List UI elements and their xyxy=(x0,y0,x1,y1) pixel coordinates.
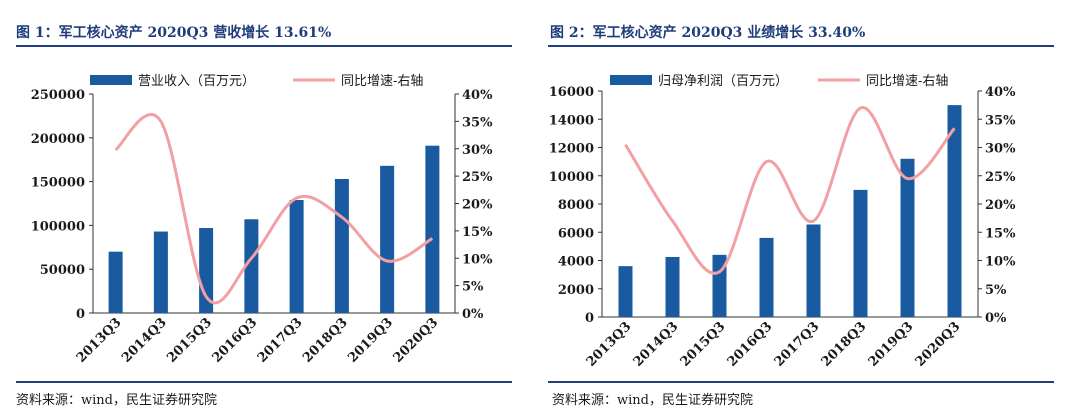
y-tick-label-right: 20% xyxy=(985,198,1016,213)
bar xyxy=(806,224,821,317)
x-tick-label: 2020Q3 xyxy=(913,319,964,370)
y-tick-label-right: 10% xyxy=(985,255,1016,270)
y-tick-label-left: 50000 xyxy=(40,263,85,278)
y-tick-label-right: 25% xyxy=(985,170,1016,185)
x-tick-label: 2016Q3 xyxy=(725,319,776,370)
y-tick-label-right: 5% xyxy=(462,280,484,295)
x-tick-label: 2017Q3 xyxy=(772,319,823,370)
y-tick-label-left: 14000 xyxy=(549,113,594,128)
x-tick-label: 2018Q3 xyxy=(300,315,351,366)
chart-panel-profit: 图 2：军工核心资产 2020Q3 业绩增长 33.40% 0 2000 4000 6… xyxy=(540,0,1065,417)
revenue-chart: 0 50000 100000 150000 200000 250000 0% 5% 10% 15%… xyxy=(31,74,493,366)
legend-line-label: 同比增速-右轴 xyxy=(866,74,948,89)
y-tick-label-left: 2000 xyxy=(558,283,594,298)
growth-line xyxy=(114,113,434,305)
y-tick-label-left: 0 xyxy=(76,307,85,322)
legend-bar-swatch xyxy=(90,75,132,85)
y-tick-label-right: 40% xyxy=(985,85,1016,100)
bar xyxy=(380,165,395,313)
x-tick-label: 2019Q3 xyxy=(345,315,396,366)
bar xyxy=(153,231,168,313)
x-tick-label: 2019Q3 xyxy=(866,319,917,370)
bar xyxy=(900,158,915,317)
y-tick-label-right: 0% xyxy=(462,307,484,322)
y-tick-label-right: 35% xyxy=(462,115,493,130)
x-tick-label: 2018Q3 xyxy=(819,319,870,370)
y-tick-label-left: 200000 xyxy=(31,132,85,147)
title-underline xyxy=(548,45,1054,47)
chart-title: 图 2：军工核心资产 2020Q3 业绩增长 33.40% xyxy=(550,25,866,41)
source-rule xyxy=(548,381,1054,383)
bar xyxy=(853,189,868,317)
y-tick-label-left: 8000 xyxy=(558,198,594,213)
y-tick-label-left: 250000 xyxy=(31,88,85,103)
bar xyxy=(759,237,774,317)
bar xyxy=(334,178,349,313)
profit-chart: 0 2000 4000 6000 8000 10000 12000 14000 16000 0% 5… xyxy=(549,74,1016,370)
x-tick-label: 2014Q3 xyxy=(119,315,170,366)
source-note: 资料来源：wind，民生证券研究院 xyxy=(16,393,217,408)
x-tick-label: 2015Q3 xyxy=(164,315,215,366)
bar xyxy=(108,251,123,313)
y-tick-label-left: 6000 xyxy=(558,226,594,241)
y-tick-label-left: 150000 xyxy=(31,176,85,191)
legend-bar-label: 营业收入（百万元） xyxy=(138,74,255,89)
x-tick-label: 2017Q3 xyxy=(255,315,306,366)
bar xyxy=(665,256,680,317)
y-tick-label-right: 35% xyxy=(985,113,1016,128)
y-tick-label-right: 0% xyxy=(985,311,1007,326)
chart-panel-revenue: 图 1：军工核心资产 2020Q3 营收增长 13.61% 0 50000 1000… xyxy=(0,0,525,417)
x-tick-label: 2016Q3 xyxy=(210,315,261,366)
bar xyxy=(425,145,440,313)
title-underline xyxy=(16,45,512,47)
legend-bar-swatch xyxy=(610,75,652,85)
y-tick-label-left: 0 xyxy=(585,311,594,326)
x-tick-label: 2014Q3 xyxy=(631,319,682,370)
x-tick-label: 2013Q3 xyxy=(584,319,635,370)
source-note: 资料来源：wind，民生证券研究院 xyxy=(552,393,753,408)
y-tick-label-left: 100000 xyxy=(31,219,85,234)
x-tick-label: 2015Q3 xyxy=(678,319,729,370)
y-tick-label-right: 30% xyxy=(462,143,493,158)
growth-line xyxy=(624,106,956,275)
y-tick-label-left: 12000 xyxy=(549,142,594,157)
x-tick-label: 2013Q3 xyxy=(74,315,125,366)
chart-title: 图 1：军工核心资产 2020Q3 营收增长 13.61% xyxy=(16,25,332,41)
source-rule xyxy=(16,381,512,383)
y-tick-label-right: 10% xyxy=(462,252,493,267)
y-tick-label-right: 25% xyxy=(462,170,493,185)
y-tick-label-right: 20% xyxy=(462,198,493,213)
y-tick-label-left: 10000 xyxy=(549,170,594,185)
legend-line-label: 同比增速-右轴 xyxy=(341,74,423,89)
y-tick-label-left: 16000 xyxy=(549,85,594,100)
y-tick-label-right: 40% xyxy=(462,88,493,103)
y-tick-label-right: 15% xyxy=(985,226,1016,241)
bar xyxy=(947,105,962,317)
bar xyxy=(289,199,304,313)
y-tick-label-left: 4000 xyxy=(558,255,594,270)
legend-bar-label: 归母净利润（百万元） xyxy=(658,74,788,89)
y-tick-label-right: 30% xyxy=(985,142,1016,157)
y-tick-label-right: 15% xyxy=(462,225,493,240)
y-tick-label-right: 5% xyxy=(985,283,1007,298)
x-tick-label: 2020Q3 xyxy=(391,315,442,366)
bar xyxy=(244,219,259,313)
bar xyxy=(618,266,633,317)
